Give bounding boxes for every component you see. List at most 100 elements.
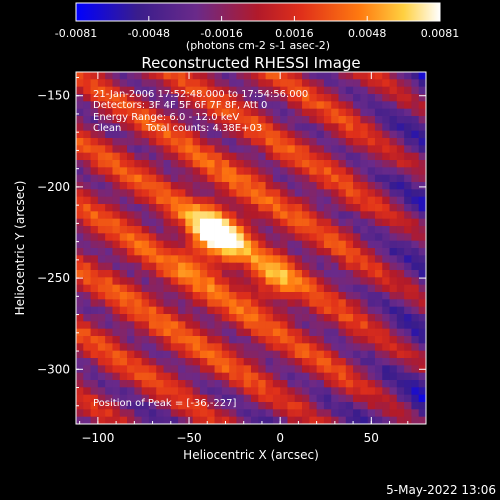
- heatmap-cell: [389, 336, 398, 344]
- heatmap-cell: [345, 94, 354, 102]
- heatmap-cell: [374, 270, 383, 278]
- heatmap-cell: [338, 72, 347, 80]
- heatmap-cell: [338, 189, 347, 198]
- y-axis: −150−200−250−300: [37, 76, 426, 425]
- heatmap-cell: [411, 130, 420, 139]
- heatmap-cell: [229, 240, 237, 249]
- heatmap-cell: [192, 306, 201, 315]
- heatmap-cell: [148, 409, 157, 418]
- heatmap-cell: [243, 174, 252, 183]
- heatmap-cell: [251, 123, 259, 132]
- heatmap-cell: [221, 204, 230, 212]
- heatmap-cell: [389, 218, 398, 227]
- heatmap-cell: [170, 189, 179, 198]
- heatmap-cell: [214, 394, 223, 403]
- heatmap-cell: [345, 248, 354, 256]
- heatmap-cell: [141, 328, 150, 337]
- heatmap-cell: [221, 86, 230, 95]
- heatmap-cell: [221, 270, 230, 278]
- heatmap-cell: [207, 233, 215, 242]
- heatmap-cell: [112, 94, 121, 102]
- heatmap-cell: [294, 138, 303, 146]
- heatmap-cell: [360, 270, 369, 278]
- heatmap-cell: [236, 380, 245, 388]
- heatmap-cell: [353, 262, 361, 271]
- colorbar: -0.0081 -0.0048 -0.0016 0.0016 0.0048 0.0081 …: [55, 2, 459, 52]
- heatmap-cell: [97, 336, 106, 344]
- heatmap-cell: [229, 152, 237, 161]
- heatmap-cell: [309, 336, 318, 344]
- heatmap-cell: [214, 292, 223, 300]
- heatmap-cell: [389, 196, 398, 205]
- heatmap-cell: [178, 343, 186, 352]
- heatmap-cell: [192, 284, 201, 293]
- heatmap-cell: [287, 233, 296, 242]
- heatmap-cell: [396, 277, 405, 286]
- heatmap-cell: [90, 204, 99, 212]
- heatmap-cell: [374, 174, 383, 183]
- heatmap-cell: [112, 277, 121, 286]
- heatmap-cell: [112, 358, 121, 366]
- heatmap-cell: [76, 248, 84, 256]
- heatmap-cell: [97, 79, 106, 88]
- heatmap-cell: [163, 306, 172, 315]
- heatmap-cell: [141, 255, 150, 264]
- heatmap-cell: [374, 160, 383, 168]
- heatmap-cell: [170, 416, 179, 424]
- heatmap-cell: [302, 365, 310, 374]
- heatmap-cell: [418, 240, 426, 249]
- heatmap-cell: [178, 350, 186, 359]
- heatmap-cell: [236, 182, 245, 190]
- heatmap-cell: [302, 167, 310, 176]
- heatmap-cell: [119, 321, 128, 330]
- heatmap-cell: [127, 416, 135, 424]
- heatmap-cell: [309, 262, 318, 271]
- heatmap-cell: [97, 94, 106, 102]
- heatmap-cell: [374, 292, 383, 300]
- heatmap-cell: [265, 174, 274, 183]
- heatmap-cell: [251, 358, 259, 366]
- heatmap-cell: [265, 79, 274, 88]
- heatmap-cell: [280, 299, 288, 308]
- heatmap-cell: [229, 416, 237, 424]
- heatmap-cell: [323, 270, 332, 278]
- heatmap-cell: [396, 116, 405, 124]
- heatmap-cell: [192, 233, 201, 242]
- heatmap-cell: [163, 277, 172, 286]
- heatmap-cell: [156, 130, 164, 139]
- heatmap-cell: [294, 402, 303, 410]
- heatmap-cell: [404, 343, 412, 352]
- heatmap-cell: [134, 240, 143, 249]
- heatmap-cell: [141, 130, 150, 139]
- heatmap-cell: [178, 292, 186, 300]
- heatmap-cell: [105, 262, 113, 271]
- heatmap-cell: [411, 145, 420, 154]
- heatmap-cell: [236, 145, 245, 154]
- heatmap-cell: [214, 262, 223, 271]
- heatmap-cell: [207, 174, 215, 183]
- heatmap-cell: [345, 226, 354, 234]
- heatmap-cell: [323, 233, 332, 242]
- heatmap-cell: [170, 336, 179, 344]
- heatmap-cell: [309, 343, 318, 352]
- heatmap-cell: [258, 277, 266, 286]
- heatmap-cell: [229, 402, 237, 410]
- heatmap-cell: [287, 182, 296, 190]
- heatmap-cell: [280, 189, 288, 198]
- heatmap-cell: [112, 416, 121, 424]
- heatmap-cell: [178, 174, 186, 183]
- heatmap-cell: [382, 248, 390, 256]
- heatmap-cell: [280, 343, 288, 352]
- heatmap-cell: [141, 79, 150, 88]
- heatmap-cell: [323, 248, 332, 256]
- heatmap-cell: [294, 328, 303, 337]
- heatmap-cell: [221, 409, 230, 418]
- heatmap-cell: [199, 196, 208, 205]
- heatmap-cell: [243, 152, 252, 161]
- heatmap-cell: [411, 343, 420, 352]
- heatmap-cell: [294, 211, 303, 220]
- heatmap-cell: [148, 306, 157, 315]
- heatmap-cell: [251, 233, 259, 242]
- heatmap-cell: [316, 343, 325, 352]
- heatmap-cell: [382, 152, 390, 161]
